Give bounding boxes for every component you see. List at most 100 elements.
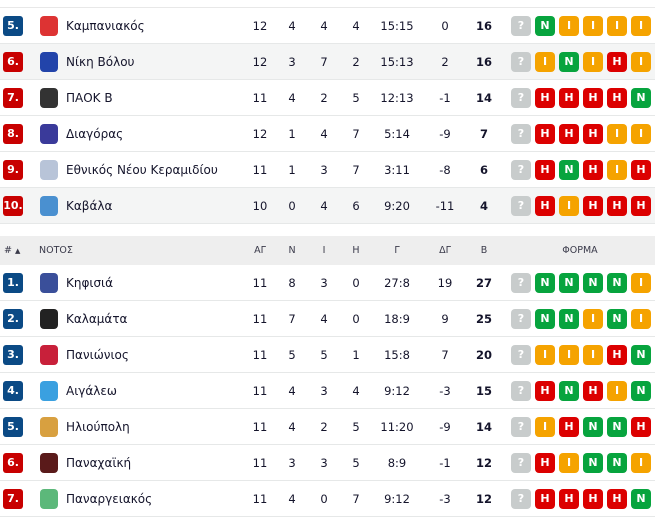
form-badge[interactable]: I <box>631 309 651 329</box>
form-badge[interactable]: H <box>607 88 627 108</box>
form-badge[interactable]: H <box>631 160 651 180</box>
form-badge[interactable]: N <box>607 453 627 473</box>
team-name[interactable]: Αιγάλεω <box>66 384 117 398</box>
form-badge[interactable]: I <box>583 52 603 72</box>
team-name[interactable]: Καμπανιακός <box>66 19 145 33</box>
form-badge[interactable]: N <box>631 489 651 509</box>
team-name[interactable]: Κηφισιά <box>66 276 114 290</box>
form-badge[interactable]: ? <box>511 345 531 365</box>
table-row[interactable]: 1. Κηφισιά 11 8 3 0 27:8 19 27? N N N N I <box>0 265 655 301</box>
form-badge[interactable]: H <box>535 453 555 473</box>
form-badge[interactable]: N <box>607 309 627 329</box>
form-badge[interactable]: N <box>583 273 603 293</box>
form-badge[interactable]: N <box>559 273 579 293</box>
form-badge[interactable]: I <box>559 16 579 36</box>
form-badge[interactable]: I <box>583 309 603 329</box>
form-badge[interactable]: H <box>583 489 603 509</box>
form-badge[interactable]: ? <box>511 453 531 473</box>
form-badge[interactable]: I <box>559 453 579 473</box>
header-goals[interactable]: Γ <box>394 245 400 256</box>
form-badge[interactable]: I <box>583 16 603 36</box>
form-badge[interactable]: N <box>583 417 603 437</box>
team-name[interactable]: Παναχαϊκή <box>66 456 132 470</box>
form-badge[interactable]: ? <box>511 309 531 329</box>
team-name[interactable]: Ηλιούπολη <box>66 420 130 434</box>
table-row[interactable]: 8. Διαγόρας 12 1 4 7 5:14 -9 7? H H H I I <box>0 116 655 152</box>
form-badge[interactable]: H <box>559 489 579 509</box>
form-badge[interactable]: I <box>607 381 627 401</box>
form-badge[interactable]: ? <box>511 160 531 180</box>
header-wins[interactable]: Ν <box>288 245 296 256</box>
form-badge[interactable]: I <box>631 453 651 473</box>
form-badge[interactable]: ? <box>511 489 531 509</box>
form-badge[interactable]: H <box>583 160 603 180</box>
table-row[interactable]: 7. ΠΑΟΚ Β 11 4 2 5 12:13 -1 14? H H H H N <box>0 80 655 116</box>
table-row[interactable]: 7. Παναργειακός 11 4 0 7 9:12 -3 12? H H H H… <box>0 481 655 517</box>
form-badge[interactable]: I <box>631 52 651 72</box>
form-badge[interactable]: H <box>535 381 555 401</box>
form-badge[interactable]: N <box>607 417 627 437</box>
header-rank[interactable]: # ▲ <box>4 236 20 265</box>
form-badge[interactable]: I <box>535 52 555 72</box>
table-row[interactable]: 2. Καλαμάτα 11 7 4 0 18:9 9 25? N N I N I <box>0 301 655 337</box>
form-badge[interactable]: ? <box>511 381 531 401</box>
table-row[interactable]: 5. Καμπανιακός 12 4 4 4 15:15 0 16? N I I I I <box>0 8 655 44</box>
form-badge[interactable]: H <box>535 196 555 216</box>
form-badge[interactable]: H <box>583 196 603 216</box>
form-badge[interactable]: I <box>607 160 627 180</box>
form-badge[interactable]: I <box>559 196 579 216</box>
header-played[interactable]: ΑΓ <box>254 245 266 256</box>
header-losses[interactable]: Η <box>352 245 360 256</box>
team-name[interactable]: Εθνικός Νέου Κεραμιδίου <box>66 163 218 177</box>
form-badge[interactable]: I <box>631 16 651 36</box>
form-badge[interactable]: N <box>559 381 579 401</box>
form-badge[interactable]: N <box>631 381 651 401</box>
form-badge[interactable]: H <box>535 489 555 509</box>
form-badge[interactable]: ? <box>511 16 531 36</box>
form-badge[interactable]: I <box>631 124 651 144</box>
form-badge[interactable]: N <box>559 52 579 72</box>
team-name[interactable]: Παναργειακός <box>66 492 153 506</box>
form-badge[interactable]: I <box>559 345 579 365</box>
form-badge[interactable]: ? <box>511 88 531 108</box>
form-badge[interactable]: N <box>559 160 579 180</box>
form-badge[interactable]: N <box>631 88 651 108</box>
form-badge[interactable]: H <box>607 52 627 72</box>
team-name[interactable]: Πανιώνιος <box>66 348 129 362</box>
form-badge[interactable]: ? <box>511 196 531 216</box>
form-badge[interactable]: H <box>631 196 651 216</box>
form-badge[interactable]: H <box>583 88 603 108</box>
table-row[interactable]: 3. Πανιώνιος 11 5 5 1 15:8 7 20? I I I H N <box>0 337 655 373</box>
form-badge[interactable]: H <box>559 417 579 437</box>
form-badge[interactable]: I <box>631 273 651 293</box>
form-badge[interactable]: H <box>559 88 579 108</box>
form-badge[interactable]: N <box>535 16 555 36</box>
form-badge[interactable]: ? <box>511 417 531 437</box>
form-badge[interactable]: H <box>535 160 555 180</box>
table-row[interactable]: 4. Αιγάλεω 11 4 3 4 9:12 -3 15? H N H I N <box>0 373 655 409</box>
form-badge[interactable]: H <box>631 417 651 437</box>
form-badge[interactable]: N <box>559 309 579 329</box>
team-name[interactable]: Νίκη Βόλου <box>66 55 135 69</box>
form-badge[interactable]: I <box>607 16 627 36</box>
form-badge[interactable]: N <box>535 309 555 329</box>
table-row[interactable]: 6. Παναχαϊκή 11 3 3 5 8:9 -1 12? H I N N I <box>0 445 655 481</box>
header-points[interactable]: Β <box>480 245 488 256</box>
form-badge[interactable]: N <box>535 273 555 293</box>
team-name[interactable]: Καβάλα <box>66 199 113 213</box>
form-badge[interactable]: ? <box>511 124 531 144</box>
form-badge[interactable]: I <box>535 345 555 365</box>
team-name[interactable]: ΠΑΟΚ Β <box>66 91 113 105</box>
form-badge[interactable]: ? <box>511 273 531 293</box>
table-row[interactable]: 9. Εθνικός Νέου Κεραμιδίου 11 1 3 7 3:11… <box>0 152 655 188</box>
form-badge[interactable]: H <box>559 124 579 144</box>
form-badge[interactable]: H <box>607 196 627 216</box>
team-name[interactable]: Διαγόρας <box>66 127 124 141</box>
form-badge[interactable]: I <box>607 124 627 144</box>
form-badge[interactable]: N <box>583 453 603 473</box>
form-badge[interactable]: I <box>583 345 603 365</box>
table-row[interactable]: 6. Νίκη Βόλου 12 3 7 2 15:13 2 16? I N I H I <box>0 44 655 80</box>
form-badge[interactable]: H <box>607 345 627 365</box>
header-draws[interactable]: Ι <box>322 245 326 256</box>
form-badge[interactable]: H <box>535 124 555 144</box>
